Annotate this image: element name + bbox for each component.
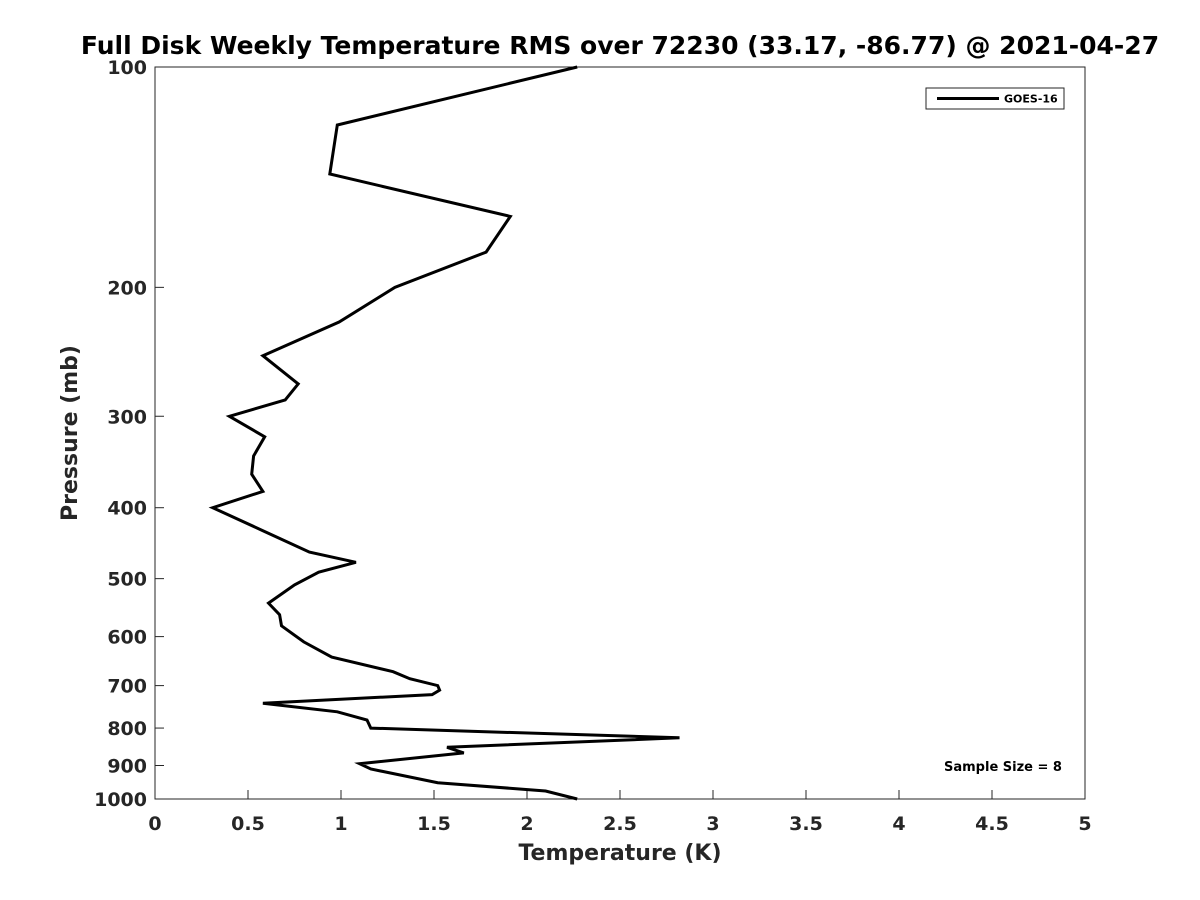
x-tick-label-2: 1 bbox=[334, 813, 347, 835]
x-tick-label-5: 2.5 bbox=[603, 813, 637, 835]
x-tick-label-7: 3.5 bbox=[789, 813, 823, 835]
x-tick-label-1: 0.5 bbox=[231, 813, 265, 835]
x-tick-label-3: 1.5 bbox=[417, 813, 451, 835]
x-tick-label-6: 3 bbox=[706, 813, 719, 835]
y-tick-label-4: 500 bbox=[107, 569, 147, 591]
x-tick-label-0: 0 bbox=[148, 813, 161, 835]
x-tick-label-9: 4.5 bbox=[975, 813, 1009, 835]
series-layer bbox=[208, 65, 680, 801]
y-axis-label: Pressure (mb) bbox=[58, 345, 83, 521]
sample-size-annotation: Sample Size = 8 bbox=[944, 760, 1062, 775]
series-line-goes-16 bbox=[208, 65, 680, 801]
x-tick-label-8: 4 bbox=[892, 813, 905, 835]
legend: GOES-16 bbox=[925, 87, 1065, 110]
y-tick-label-7: 800 bbox=[107, 718, 147, 740]
x-axis-label: Temperature (K) bbox=[518, 841, 721, 866]
chart-title: Full Disk Weekly Temperature RMS over 72… bbox=[81, 31, 1159, 60]
x-axis: 0 0.5 1 1.5 2 2.5 3 3.5 4 4.5 5 bbox=[148, 790, 1092, 835]
y-tick-label-5: 600 bbox=[107, 627, 147, 649]
legend-label-goes-16: GOES-16 bbox=[1004, 93, 1058, 106]
y-tick-label-9: 1000 bbox=[94, 789, 147, 811]
y-tick-label-8: 900 bbox=[107, 756, 147, 778]
y-tick-label-3: 400 bbox=[107, 498, 147, 520]
plot-area: 0 0.5 1 1.5 2 2.5 3 3.5 4 4.5 5 100 200 300 400 500 600… bbox=[94, 57, 1092, 835]
y-axis: 100 200 300 400 500 600 700 800 900 1000 bbox=[94, 57, 164, 811]
x-tick-label-4: 2 bbox=[520, 813, 533, 835]
x-tick-label-10: 5 bbox=[1078, 813, 1091, 835]
y-tick-label-0: 100 bbox=[107, 57, 147, 79]
y-tick-label-1: 200 bbox=[107, 277, 147, 299]
y-tick-label-2: 300 bbox=[107, 406, 147, 428]
y-tick-label-6: 700 bbox=[107, 676, 147, 698]
